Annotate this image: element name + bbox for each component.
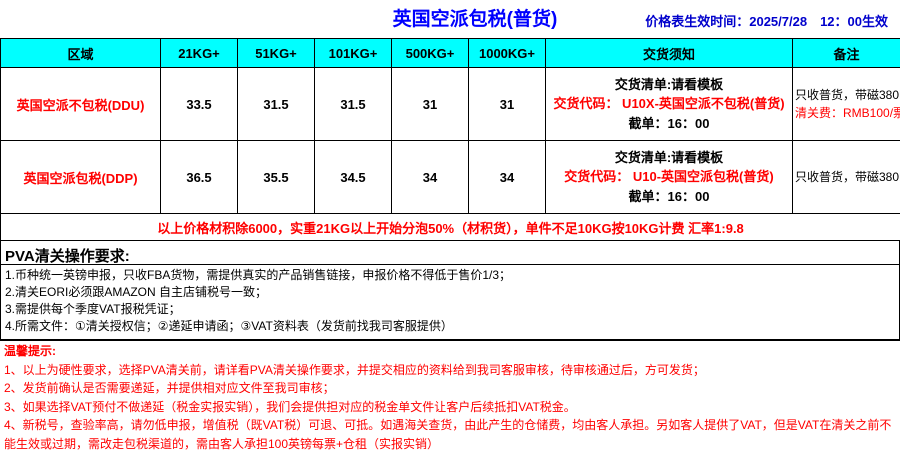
pva-section-body: 1.币种统一英镑申报，只收FBA货物，需提供真实的产品销售链接，申报价格不得低于… xyxy=(1,265,899,340)
notice-line-2: 交货代码： U10-英国空派包税(普货) xyxy=(548,167,790,187)
tips-section: 温馨提示: 1、以上为硬性要求，选择PVA清关前，请详看PVA清关操作要求，并提… xyxy=(0,341,900,455)
price-sheet-page: 英国空派包税(普货) 价格表生效时间：2025/7/28 12：00生效 区域 … xyxy=(0,0,900,432)
remark-line-1: 只收普货，带磁380RMB/票 xyxy=(795,86,898,104)
cell-price-ddp-21kg: 36.5 xyxy=(161,141,238,214)
column-header-500kg: 500KG+ xyxy=(392,39,469,68)
pva-requirement-line: 2.清关EORI必须跟AMAZON 自主店铺税号一致； xyxy=(5,284,895,301)
column-header-remark: 备注 xyxy=(793,39,900,68)
cell-price-ddp-101kg: 34.5 xyxy=(315,141,392,214)
cell-region-ddu: 英国空派不包税(DDU) xyxy=(1,68,161,141)
cell-region-ddp: 英国空派包税(DDP) xyxy=(1,141,161,214)
column-header-51kg: 51KG+ xyxy=(238,39,315,68)
effective-time-label: 价格表生效时间：2025/7/28 12：00生效 xyxy=(645,11,888,30)
cell-price-ddu-500kg: 31 xyxy=(392,68,469,141)
notice-line-2: 交货代码： U10X-英国空派不包税(普货) xyxy=(548,94,790,114)
pricing-footnote: 以上价格材积除6000，实重21KG以上开始分泡50%（材积货），单件不足10K… xyxy=(1,214,900,241)
tips-line: 4、新税号，查验率高，请勿低申报，增值税（既VAT税）可退、可抵。如遇海关查货，… xyxy=(4,416,896,453)
table-footnote-row: 以上价格材积除6000，实重21KG以上开始分泡50%（材积货），单件不足10K… xyxy=(1,214,900,241)
title-bar: 英国空派包税(普货) 价格表生效时间：2025/7/28 12：00生效 xyxy=(0,0,900,38)
tips-line: 1、以上为硬性要求，选择PVA清关前，请详看PVA清关操作要求，并提交相应的资料… xyxy=(4,361,896,380)
rate-table: 区域 21KG+ 51KG+ 101KG+ 500KG+ 1000KG+ 交货须… xyxy=(0,38,900,241)
tips-line: 3、如果选择VAT预付不做递延（税金实报实销），我们会提供担对应的税金单文件让客… xyxy=(4,398,896,417)
cell-price-ddu-21kg: 33.5 xyxy=(161,68,238,141)
tips-section-title: 温馨提示: xyxy=(4,343,896,360)
notice-line-3: 截单：16：00 xyxy=(548,114,790,134)
pva-section: PVA清关操作要求: 1.币种统一英镑申报，只收FBA货物，需提供真实的产品销售… xyxy=(0,241,900,341)
cell-remark-ddp: 只收普货，带磁380RMB/票 xyxy=(793,141,900,214)
table-row: 英国空派不包税(DDU) 33.5 31.5 31.5 31 31 交货清单:请… xyxy=(1,68,900,141)
column-header-21kg: 21KG+ xyxy=(161,39,238,68)
cell-price-ddp-1000kg: 34 xyxy=(469,141,546,214)
column-header-delivery-notice: 交货须知 xyxy=(546,39,793,68)
remark-line-1: 只收普货，带磁380RMB/票 xyxy=(795,168,898,186)
cell-price-ddu-1000kg: 31 xyxy=(469,68,546,141)
pva-requirement-line: 3.需提供每个季度VAT报税凭证； xyxy=(5,301,895,318)
pva-requirement-line: 4.所需文件：①清关授权信；②递延申请函；③VAT资料表（发货前找我司客服提供） xyxy=(5,318,895,335)
table-header-row: 区域 21KG+ 51KG+ 101KG+ 500KG+ 1000KG+ 交货须… xyxy=(1,39,900,68)
cell-notice-ddu: 交货清单:请看模板 交货代码： U10X-英国空派不包税(普货) 截单：16：0… xyxy=(546,68,793,141)
pva-section-title: PVA清关操作要求: xyxy=(1,241,899,265)
table-row: 英国空派包税(DDP) 36.5 35.5 34.5 34 34 交货清单:请看… xyxy=(1,141,900,214)
tips-line: 2、发货前确认是否需要递延，并提供相对应文件至我司审核； xyxy=(4,379,896,398)
column-header-101kg: 101KG+ xyxy=(315,39,392,68)
cell-price-ddp-51kg: 35.5 xyxy=(238,141,315,214)
remark-line-2: 清关费：RMB100/票 xyxy=(795,104,898,122)
notice-line-1: 交货清单:请看模板 xyxy=(548,148,790,168)
notice-line-3: 截单：16：00 xyxy=(548,187,790,207)
cell-price-ddu-51kg: 31.5 xyxy=(238,68,315,141)
column-header-region: 区域 xyxy=(1,39,161,68)
notice-line-1: 交货清单:请看模板 xyxy=(548,75,790,95)
cell-price-ddu-101kg: 31.5 xyxy=(315,68,392,141)
column-header-1000kg: 1000KG+ xyxy=(469,39,546,68)
cell-notice-ddp: 交货清单:请看模板 交货代码： U10-英国空派包税(普货) 截单：16：00 xyxy=(546,141,793,214)
cell-remark-ddu: 只收普货，带磁380RMB/票 清关费：RMB100/票 xyxy=(793,68,900,141)
pva-requirement-line: 1.币种统一英镑申报，只收FBA货物，需提供真实的产品销售链接，申报价格不得低于… xyxy=(5,267,895,284)
cell-price-ddp-500kg: 34 xyxy=(392,141,469,214)
